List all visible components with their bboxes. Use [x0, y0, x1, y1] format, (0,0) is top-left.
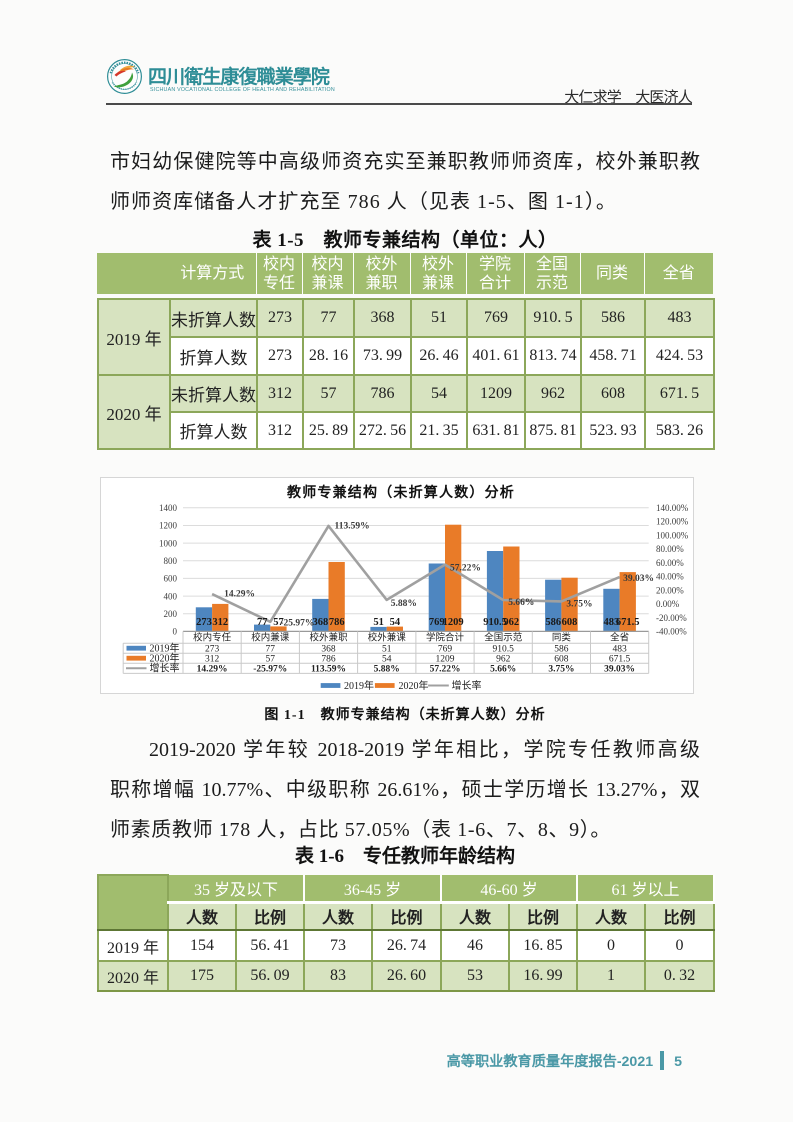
svg-text:1400: 1400: [159, 503, 178, 513]
svg-text:39.03%: 39.03%: [623, 574, 654, 584]
svg-text:校外兼职: 校外兼职: [309, 632, 348, 644]
svg-text:全国示范: 全国示范: [484, 632, 523, 644]
svg-text:60.00%: 60.00%: [656, 558, 684, 568]
svg-text:54: 54: [382, 655, 392, 665]
svg-text:2020年: 2020年: [399, 679, 429, 692]
svg-text:312: 312: [205, 655, 220, 665]
svg-text:1209: 1209: [443, 617, 464, 628]
svg-text:2019年: 2019年: [344, 679, 374, 692]
svg-text:608: 608: [562, 617, 578, 628]
svg-text:77: 77: [266, 645, 276, 655]
svg-text:5.66%: 5.66%: [490, 665, 516, 675]
svg-text:20.00%: 20.00%: [656, 585, 684, 595]
svg-text:14.29%: 14.29%: [224, 590, 255, 600]
svg-text:273: 273: [196, 617, 212, 628]
svg-text:40.00%: 40.00%: [656, 572, 684, 582]
svg-text:483: 483: [612, 645, 627, 655]
svg-text:57.22%: 57.22%: [430, 665, 461, 675]
svg-text:54: 54: [390, 617, 401, 628]
svg-text:学院合计: 学院合计: [426, 632, 465, 644]
svg-text:-25.97%: -25.97%: [280, 618, 314, 628]
svg-text:586: 586: [545, 617, 561, 628]
svg-text:608: 608: [554, 655, 569, 665]
svg-text:-20.00%: -20.00%: [656, 613, 687, 623]
svg-text:14.29%: 14.29%: [197, 665, 228, 675]
svg-text:-25.97%: -25.97%: [253, 665, 287, 675]
svg-text:200: 200: [164, 609, 178, 619]
svg-text:400: 400: [164, 591, 178, 601]
svg-text:校内专任: 校内专任: [193, 632, 232, 644]
svg-text:校外兼课: 校外兼课: [368, 632, 407, 644]
svg-text:910.5: 910.5: [483, 617, 507, 628]
svg-text:51: 51: [382, 645, 392, 655]
svg-text:671.5: 671.5: [609, 655, 631, 665]
svg-text:910.5: 910.5: [493, 645, 515, 655]
svg-text:77: 77: [257, 617, 268, 628]
svg-text:全省: 全省: [610, 632, 629, 644]
svg-text:368: 368: [321, 645, 336, 655]
svg-text:5.88%: 5.88%: [391, 599, 417, 609]
svg-text:57.22%: 57.22%: [450, 564, 481, 574]
svg-text:1200: 1200: [159, 521, 178, 531]
svg-text:671.5: 671.5: [616, 617, 640, 628]
svg-text:140.00%: 140.00%: [656, 503, 689, 513]
svg-text:增长率: 增长率: [452, 679, 482, 692]
svg-text:5.66%: 5.66%: [508, 598, 534, 608]
svg-text:100.00%: 100.00%: [656, 531, 689, 541]
svg-text:1209: 1209: [436, 655, 455, 665]
svg-text:1000: 1000: [159, 538, 178, 548]
svg-text:39.03%: 39.03%: [604, 665, 635, 675]
svg-text:0: 0: [173, 627, 178, 637]
svg-text:769: 769: [438, 645, 453, 655]
svg-text:800: 800: [164, 556, 178, 566]
svg-text:同类: 同类: [552, 632, 572, 644]
svg-text:273: 273: [205, 645, 220, 655]
svg-text:51: 51: [373, 617, 384, 628]
svg-text:312: 312: [212, 617, 228, 628]
svg-text:113.59%: 113.59%: [311, 665, 346, 675]
svg-text:600: 600: [164, 574, 178, 584]
svg-text:786: 786: [321, 655, 336, 665]
svg-text:586: 586: [554, 645, 569, 655]
svg-text:校内兼课: 校内兼课: [251, 632, 290, 644]
svg-text:5.88%: 5.88%: [374, 665, 400, 675]
svg-text:3.75%: 3.75%: [548, 665, 574, 675]
svg-text:113.59%: 113.59%: [335, 522, 370, 532]
svg-text:57: 57: [266, 655, 276, 665]
svg-text:786: 786: [329, 617, 345, 628]
svg-text:增长率: 增长率: [150, 662, 180, 675]
svg-text:2020年: 2020年: [150, 652, 180, 665]
svg-text:57: 57: [273, 617, 284, 628]
svg-text:962: 962: [503, 617, 519, 628]
svg-text:483: 483: [604, 617, 620, 628]
svg-text:2019年: 2019年: [150, 642, 180, 655]
svg-text:-40.00%: -40.00%: [656, 627, 687, 637]
svg-text:3.75%: 3.75%: [566, 599, 592, 609]
svg-text:368: 368: [313, 617, 329, 628]
svg-text:769: 769: [429, 617, 445, 628]
svg-text:80.00%: 80.00%: [656, 544, 684, 554]
svg-text:120.00%: 120.00%: [656, 517, 689, 527]
svg-text:962: 962: [496, 655, 511, 665]
svg-text:教师专兼结构（未折算人数）分析: 教师专兼结构（未折算人数）分析: [287, 484, 515, 501]
svg-text:0.00%: 0.00%: [656, 599, 680, 609]
